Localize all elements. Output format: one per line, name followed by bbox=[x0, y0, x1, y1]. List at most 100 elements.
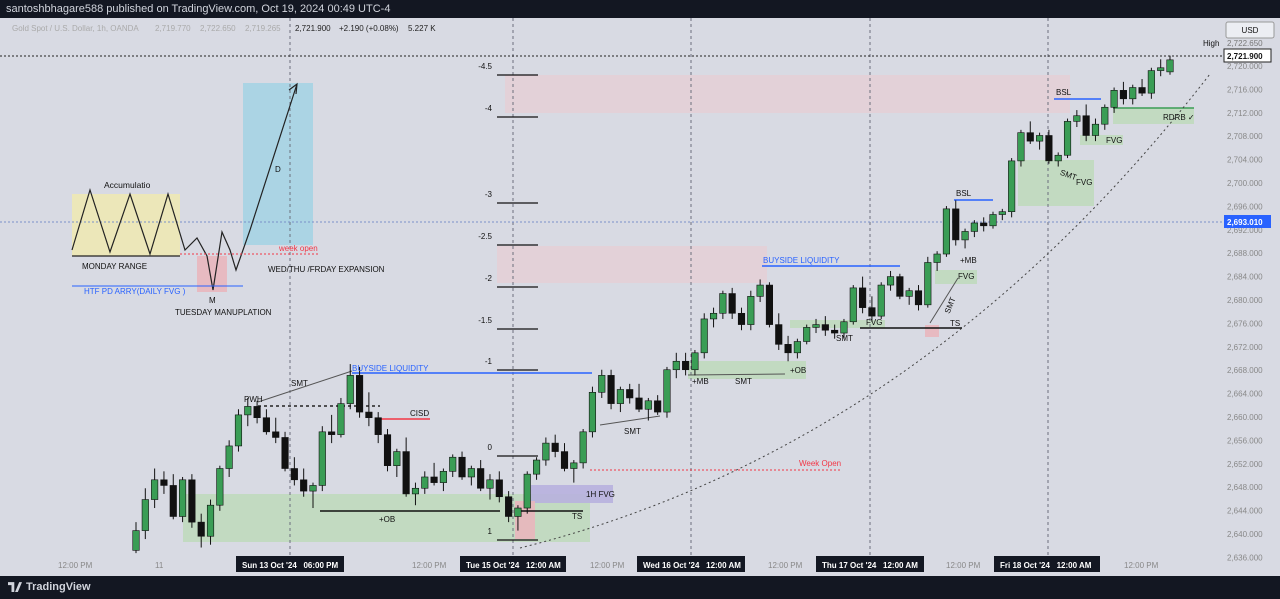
price-tick: 2,668.000 bbox=[1227, 366, 1263, 375]
crosshair-price-value: 2,693.010 bbox=[1227, 218, 1263, 227]
time-badge-4: Thu 17 Oct '24 12:00 AM bbox=[822, 561, 918, 570]
legend-high: 2,722.650 bbox=[200, 24, 236, 33]
time-badge-1: Sun 13 Oct '24 06:00 PM bbox=[242, 561, 339, 570]
ts-label-1: TS bbox=[572, 512, 582, 521]
week-open-label: Week Open bbox=[799, 459, 841, 468]
candle-body bbox=[393, 451, 401, 466]
publisher-text: santoshbhagare588 published on TradingVi… bbox=[6, 3, 391, 15]
price-tick: 2,716.000 bbox=[1227, 85, 1263, 94]
htf-label: HTF PD ARRY(DAILY FVG ) bbox=[84, 287, 186, 296]
legend: Gold Spot / U.S. Dollar, 1h, OANDA 2,719… bbox=[12, 24, 436, 33]
arrow-head bbox=[288, 82, 298, 95]
time-tick-2: 11 bbox=[155, 561, 164, 570]
price-tick: 2,688.000 bbox=[1227, 249, 1263, 258]
candle-body bbox=[616, 389, 624, 404]
candle-body bbox=[877, 284, 885, 317]
time-badge-5: Fri 18 Oct '24 12:00 AM bbox=[1000, 561, 1092, 570]
ob-label-2: +OB bbox=[790, 366, 806, 375]
price-tick: 2,692.000 bbox=[1227, 226, 1263, 235]
crosshair-price-badge bbox=[1224, 215, 1271, 228]
tradingview-logo: TradingView bbox=[8, 581, 91, 594]
candle-body bbox=[998, 211, 1006, 215]
bsl-label-1: BSL bbox=[956, 189, 972, 198]
currency-button[interactable] bbox=[1225, 21, 1275, 39]
price-tick: 2,636.000 bbox=[1227, 553, 1263, 562]
fvg-zone-2 bbox=[790, 320, 885, 328]
candle-body bbox=[206, 504, 215, 537]
candle-body bbox=[737, 312, 746, 325]
candle-body bbox=[439, 471, 447, 483]
candle-body bbox=[635, 397, 643, 410]
fvg-label-3: FVG bbox=[958, 272, 974, 281]
candle-body bbox=[868, 307, 876, 317]
last-price-badge bbox=[1223, 48, 1272, 63]
fvg-label-5: FVG bbox=[1106, 136, 1122, 145]
time-axis[interactable]: 12:00 PM 11 12:00 PM 12:00 PM 12:00 PM 1… bbox=[0, 556, 1222, 576]
bsl-label-2: BSL bbox=[1056, 88, 1072, 97]
distribution-box bbox=[243, 83, 313, 245]
candle-body bbox=[477, 468, 485, 489]
candle-body bbox=[1073, 115, 1081, 122]
candle-body bbox=[859, 287, 867, 308]
legend-low: 2,719.265 bbox=[245, 24, 281, 33]
candle-body bbox=[141, 499, 149, 531]
candle-body bbox=[672, 360, 680, 371]
candle-body bbox=[486, 479, 494, 489]
publisher-bar: santoshbhagare588 published on TradingVi… bbox=[0, 0, 1280, 18]
candle-body bbox=[840, 321, 848, 334]
fib-level-label: 1 bbox=[488, 527, 493, 536]
buyside-label-2: BUYSIDE LIQUIDITY bbox=[763, 256, 840, 265]
legend-change: +2.190 (+0.08%) bbox=[339, 24, 399, 33]
fvg-1h-zone bbox=[531, 485, 613, 503]
candle-body bbox=[775, 324, 783, 345]
price-tick: 2,680.000 bbox=[1227, 296, 1263, 305]
candle-body bbox=[1036, 135, 1044, 142]
price-chart[interactable]: -4.5 -4 -3 -2.5 -2 -1.5 -1 0 1 Accumulatio MONDA… bbox=[0, 18, 1280, 576]
candle-body bbox=[560, 451, 569, 469]
candle-body bbox=[225, 445, 233, 469]
schematic-layer bbox=[71, 82, 320, 291]
candle-body bbox=[337, 403, 345, 435]
smt-label-4: SMT bbox=[836, 334, 853, 343]
candle-body bbox=[989, 214, 997, 227]
candle-body bbox=[933, 253, 941, 263]
time-badge-5-bg bbox=[994, 556, 1100, 572]
candle-body bbox=[458, 456, 466, 478]
candle-body bbox=[1157, 67, 1165, 71]
monday-range-label: MONDAY RANGE bbox=[82, 262, 147, 271]
candle-body bbox=[952, 208, 960, 241]
candle-body bbox=[821, 324, 829, 331]
candle-body bbox=[365, 411, 373, 419]
smt-line-2 bbox=[599, 415, 661, 426]
fvg-label-2: FVG bbox=[866, 318, 882, 327]
candle-body bbox=[374, 417, 382, 435]
cisd-label: CISD bbox=[410, 409, 429, 418]
candle-body bbox=[132, 530, 140, 551]
footer-bar: TradingView bbox=[0, 576, 1280, 599]
time-tick-3: 12:00 PM bbox=[412, 561, 447, 570]
candle-body bbox=[1045, 135, 1053, 162]
candle-body bbox=[793, 341, 801, 354]
candle-body bbox=[281, 437, 289, 469]
fib-level-label: -1 bbox=[485, 357, 493, 366]
high-label: High bbox=[1203, 39, 1219, 48]
candle-body bbox=[505, 496, 513, 517]
brand-name: TradingView bbox=[26, 581, 91, 593]
candle-body bbox=[272, 431, 280, 438]
candle-body bbox=[644, 400, 652, 410]
time-badge-2-bg bbox=[460, 556, 566, 572]
fib-level-label: -2.5 bbox=[478, 232, 492, 241]
time-badge-3: Wed 16 Oct '24 12:00 AM bbox=[643, 561, 741, 570]
candle-body bbox=[663, 369, 671, 413]
candle-body bbox=[728, 293, 736, 314]
price-axis[interactable]: USD 2,720.000 2,716.000 2,712.000 2,708.000… bbox=[1203, 18, 1280, 562]
candle-body bbox=[216, 468, 224, 506]
candle-body bbox=[402, 451, 410, 495]
candle-body bbox=[1026, 132, 1034, 142]
annotation-labels: Accumulatio MONDAY RANGE HTF PD ARRY(DAI… bbox=[82, 88, 1195, 524]
ts-marker-2 bbox=[925, 325, 939, 337]
price-tick: 2,648.000 bbox=[1227, 483, 1263, 492]
rdrb-label: RDRB ✓ bbox=[1163, 113, 1195, 122]
buyside-label-1: BUYSIDE LIQUIDITY bbox=[352, 364, 429, 373]
candle-body bbox=[253, 406, 261, 419]
